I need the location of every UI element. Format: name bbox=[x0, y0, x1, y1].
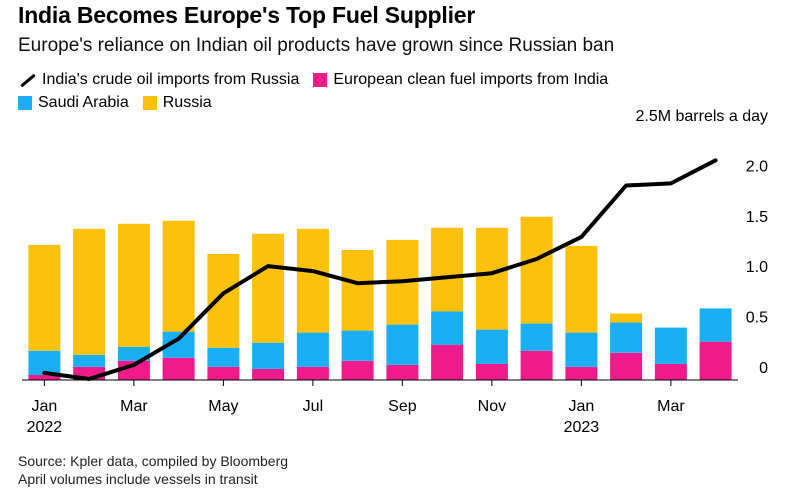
legend-label-india: European clean fuel imports from India bbox=[333, 71, 609, 88]
bar-saudi-2 bbox=[117, 346, 150, 361]
india-swatch-icon bbox=[313, 72, 328, 87]
saudi-swatch-icon bbox=[18, 95, 32, 110]
chart-subtitle: Europe's reliance on Indian oil products… bbox=[18, 35, 615, 56]
bar-russia-1 bbox=[73, 228, 106, 355]
bar-russia-5 bbox=[252, 233, 285, 343]
bar-india-15 bbox=[699, 341, 732, 380]
bar-india-11 bbox=[520, 350, 553, 380]
bar-india-14 bbox=[654, 363, 687, 380]
bar-russia-3 bbox=[162, 220, 195, 332]
bar-india-3 bbox=[162, 357, 195, 380]
bar-russia-6 bbox=[296, 228, 329, 333]
legend-item-russia: Russia bbox=[142, 91, 212, 114]
bar-india-13 bbox=[610, 352, 643, 380]
x-tick-label-5: Nov bbox=[478, 398, 506, 415]
bar-saudi-5 bbox=[252, 342, 285, 369]
x-tick-year-6: 2023 bbox=[564, 419, 600, 436]
bar-india-9 bbox=[431, 344, 464, 380]
source-line-1: Source: Kpler data, compiled by Bloomber… bbox=[18, 453, 289, 469]
x-tick-label-0: Jan bbox=[32, 398, 58, 415]
legend-item-saudi: Saudi Arabia bbox=[18, 91, 129, 114]
legend-item-india: European clean fuel imports from India bbox=[313, 68, 608, 91]
bar-saudi-1 bbox=[73, 354, 106, 367]
bar-saudi-14 bbox=[654, 327, 687, 364]
y-tick-label-0: 0 bbox=[759, 360, 768, 377]
legend-label-line: India's crude oil imports from Russia bbox=[42, 71, 300, 88]
legend-label-saudi: Saudi Arabia bbox=[38, 94, 129, 111]
bar-india-7 bbox=[341, 360, 374, 380]
bar-saudi-6 bbox=[296, 332, 329, 367]
bar-india-4 bbox=[207, 366, 240, 380]
x-tick-year-0: 2022 bbox=[27, 419, 63, 436]
y-tick-label-1: 0.5 bbox=[746, 310, 768, 327]
bar-india-5 bbox=[252, 368, 285, 380]
y-tick-label-2: 1.0 bbox=[746, 259, 768, 276]
legend-row-2: Saudi Arabia Russia bbox=[18, 91, 788, 114]
x-tick-label-6: Jan bbox=[569, 398, 595, 415]
x-tick-label-3: Jul bbox=[303, 398, 323, 415]
bar-saudi-15 bbox=[699, 308, 732, 342]
y-tick-label-5: 2.5M barrels a day bbox=[635, 108, 768, 125]
bar-russia-4 bbox=[207, 254, 240, 348]
bar-saudi-8 bbox=[386, 324, 419, 365]
x-tick-label-1: Mar bbox=[120, 398, 148, 415]
chart-title: India Becomes Europe's Top Fuel Supplier bbox=[18, 2, 476, 28]
bar-india-10 bbox=[475, 363, 508, 380]
bar-india-0 bbox=[28, 375, 61, 380]
bar-saudi-11 bbox=[520, 323, 553, 351]
bar-saudi-7 bbox=[341, 330, 374, 361]
x-tick-label-4: Sep bbox=[388, 398, 417, 415]
bar-saudi-4 bbox=[207, 347, 240, 367]
legend-label-russia: Russia bbox=[162, 94, 212, 111]
legend-item-line: India's crude oil imports from Russia bbox=[18, 68, 299, 91]
bar-russia-7 bbox=[341, 250, 374, 331]
bar-russia-11 bbox=[520, 216, 553, 324]
bar-saudi-10 bbox=[475, 329, 508, 364]
x-tick-label-2: May bbox=[208, 398, 238, 415]
y-tick-label-4: 2.0 bbox=[746, 158, 768, 175]
bar-india-8 bbox=[386, 364, 419, 380]
bar-saudi-13 bbox=[610, 322, 643, 353]
chart-legend: India's crude oil imports from Russia Eu… bbox=[18, 68, 788, 114]
bar-india-6 bbox=[296, 366, 329, 380]
legend-row-1: India's crude oil imports from Russia Eu… bbox=[18, 68, 788, 91]
source-note: Source: Kpler data, compiled by Bloomber… bbox=[18, 452, 288, 488]
russia-swatch-icon bbox=[142, 95, 157, 110]
bar-russia-0 bbox=[28, 244, 61, 351]
bar-russia-9 bbox=[431, 227, 464, 312]
bar-russia-12 bbox=[565, 245, 598, 333]
bar-saudi-9 bbox=[431, 311, 464, 345]
bar-russia-13 bbox=[610, 313, 643, 323]
bar-russia-10 bbox=[475, 227, 508, 330]
source-line-2: April volumes include vessels in transit bbox=[18, 471, 258, 487]
x-tick-label-7: Mar bbox=[657, 398, 685, 415]
bar-india-12 bbox=[565, 366, 598, 380]
line-india-crude-imports bbox=[42, 158, 718, 381]
y-tick-label-3: 1.5 bbox=[746, 209, 768, 226]
bar-saudi-12 bbox=[565, 332, 598, 367]
bar-russia-2 bbox=[117, 223, 150, 347]
